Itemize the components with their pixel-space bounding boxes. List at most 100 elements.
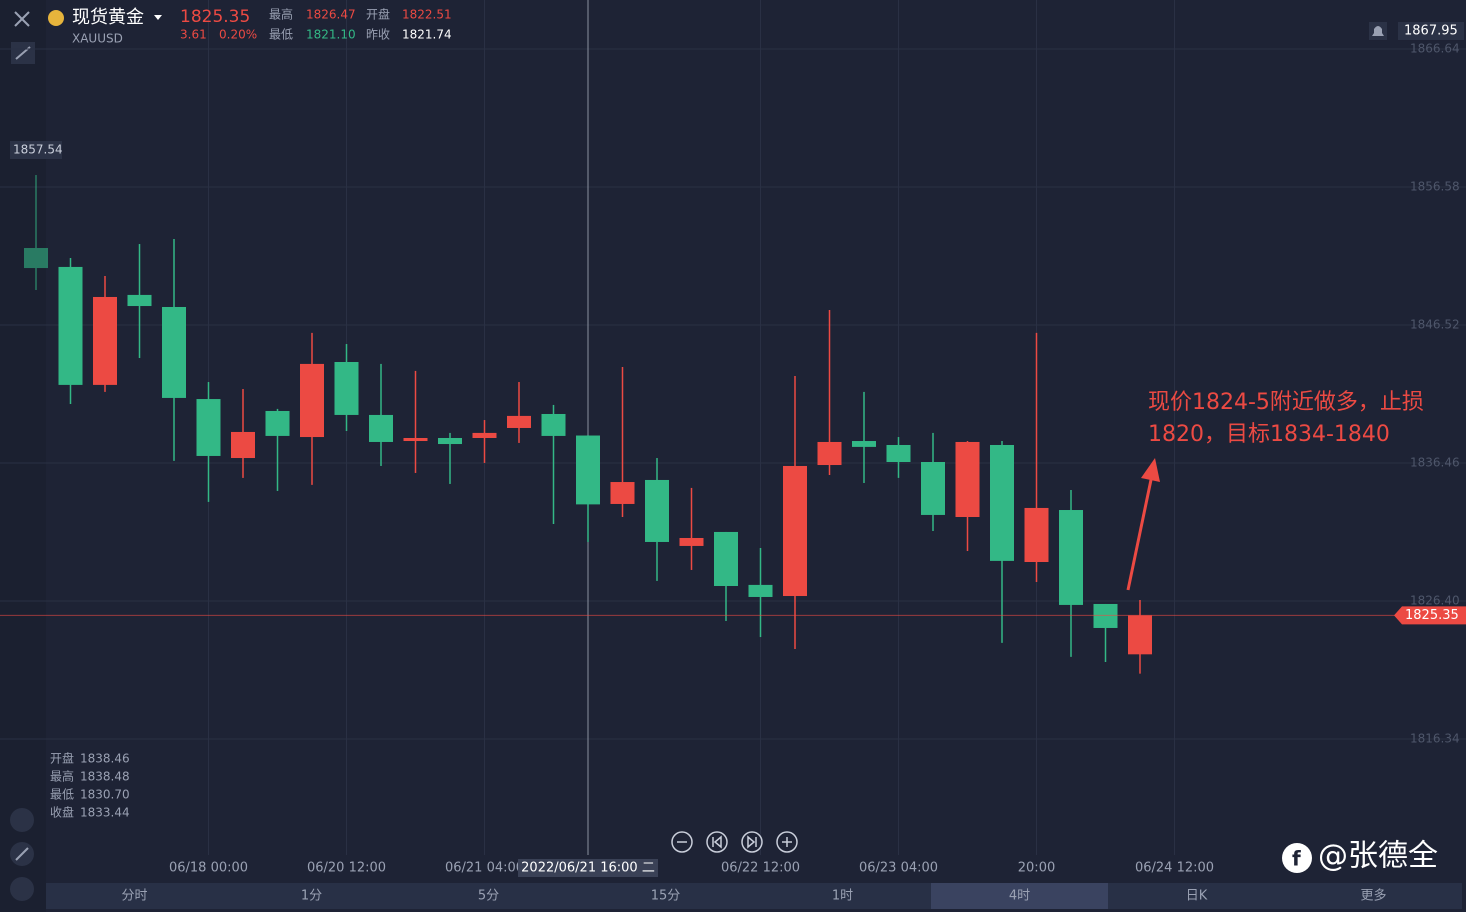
candle bbox=[852, 391, 876, 483]
candle-body bbox=[334, 361, 359, 415]
candle bbox=[127, 244, 152, 359]
instrument-name[interactable]: 现货黄金 bbox=[72, 7, 144, 28]
candle-body bbox=[852, 441, 876, 447]
watermark: @张德全 bbox=[1318, 839, 1438, 874]
x-tick-label: 20:00 bbox=[1018, 861, 1055, 876]
candle-body bbox=[196, 399, 221, 456]
candle-body bbox=[507, 415, 531, 428]
left-tag-box bbox=[10, 141, 62, 159]
tab-bar bbox=[46, 883, 1462, 909]
candle-body bbox=[610, 482, 635, 504]
candle-body bbox=[714, 531, 738, 587]
candle-body bbox=[783, 465, 807, 597]
candle-body bbox=[369, 414, 393, 442]
last-price-tag bbox=[1394, 606, 1466, 625]
candle-body bbox=[990, 444, 1014, 561]
candle bbox=[93, 275, 117, 392]
stat-value: 1822.51 bbox=[402, 8, 452, 22]
candle bbox=[231, 389, 255, 478]
candle bbox=[955, 441, 980, 552]
y-tick-label: 1826.40 bbox=[1410, 593, 1460, 607]
timeframe-tab[interactable]: 分时 bbox=[121, 889, 147, 904]
scroll-start[interactable] bbox=[706, 831, 728, 853]
y-tick-label: 1836.46 bbox=[1410, 455, 1460, 469]
timeframe-tab[interactable]: 日K bbox=[1186, 889, 1208, 904]
timeframe-tab[interactable]: 更多 bbox=[1360, 888, 1386, 904]
candle-body bbox=[472, 432, 497, 438]
candle-body bbox=[886, 444, 911, 462]
candle bbox=[369, 363, 393, 466]
candle bbox=[886, 437, 911, 478]
tabs: 分时 1分 5分 15分 1时 4时 日K 更多 bbox=[121, 883, 1387, 909]
gold-icon bbox=[48, 10, 64, 26]
stat-label: 昨收 bbox=[366, 28, 390, 42]
hover-value: 1838.48 bbox=[80, 770, 130, 784]
indicator-icon[interactable] bbox=[10, 877, 34, 901]
zoom-in[interactable] bbox=[776, 831, 798, 853]
candle-body bbox=[1128, 615, 1152, 655]
candle-body bbox=[162, 306, 186, 398]
timeframe-tab[interactable]: 15分 bbox=[651, 889, 681, 904]
x-tick-label: 06/24 12:00 bbox=[1135, 861, 1214, 876]
y-tick-label: 1856.58 bbox=[1410, 179, 1460, 193]
y-tick-label: 1846.52 bbox=[1410, 317, 1460, 331]
stat-value: 1821.10 bbox=[306, 28, 356, 42]
candle bbox=[1128, 599, 1152, 674]
plot: 1866.64 1856.58 1846.52 1836.46 1826.40 1816.… bbox=[0, 0, 1466, 877]
candle-body bbox=[748, 584, 773, 597]
candle bbox=[748, 548, 773, 638]
candle bbox=[679, 487, 704, 570]
stat-label: 开盘 bbox=[366, 7, 390, 22]
candle-body bbox=[403, 437, 428, 442]
stat-value: 1826.47 bbox=[306, 8, 356, 22]
candle bbox=[1024, 332, 1049, 583]
candle bbox=[58, 258, 83, 404]
x-tick-label: 06/18 00:00 bbox=[169, 861, 248, 876]
instrument-symbol: XAUUSD bbox=[72, 32, 123, 46]
candle-body bbox=[93, 296, 117, 385]
tab-active bbox=[931, 883, 1108, 909]
timeframe-tab[interactable]: 5分 bbox=[478, 889, 499, 904]
axis-tag-box bbox=[1398, 22, 1464, 41]
candle-body bbox=[541, 413, 566, 436]
x-tick-label: 06/23 04:00 bbox=[859, 861, 938, 876]
y-tick-label: 1866.64 bbox=[1410, 41, 1460, 55]
last-price: 1825.35 bbox=[180, 7, 250, 27]
close-icon[interactable] bbox=[14, 11, 30, 27]
timeframe-tab[interactable]: 1时 bbox=[832, 889, 853, 904]
candle bbox=[265, 408, 290, 491]
candle bbox=[541, 404, 566, 525]
candle bbox=[714, 531, 738, 621]
watermark-icon: f bbox=[1292, 847, 1301, 871]
candle-body bbox=[58, 266, 83, 385]
dropdown-arrow[interactable] bbox=[154, 15, 162, 20]
timeframe-tab[interactable]: 4时 bbox=[1009, 889, 1030, 904]
candle bbox=[1093, 603, 1118, 662]
stat-label: 最高 bbox=[269, 7, 293, 22]
annotation: 现价1824-5附近做多，止损 bbox=[1148, 390, 1424, 415]
candle-body bbox=[231, 431, 255, 459]
candle bbox=[196, 382, 221, 502]
candle bbox=[990, 441, 1014, 643]
draw-icon bbox=[15, 847, 29, 861]
timeframe-tab[interactable]: 1分 bbox=[301, 889, 322, 904]
candle-body bbox=[300, 363, 324, 438]
candle-body bbox=[645, 479, 669, 542]
price-change: 3.61 bbox=[180, 28, 207, 42]
scroll-end[interactable] bbox=[741, 831, 763, 853]
candle-body bbox=[1059, 510, 1083, 605]
tool-icon[interactable] bbox=[10, 808, 34, 832]
candle-body bbox=[576, 435, 600, 505]
candle-body bbox=[265, 410, 290, 436]
candle bbox=[1059, 489, 1083, 657]
candle bbox=[334, 344, 359, 431]
candle bbox=[403, 370, 428, 473]
zoom-out[interactable] bbox=[671, 831, 693, 853]
stat-value: 1821.74 bbox=[402, 28, 452, 42]
candle-body bbox=[127, 294, 152, 307]
candle-body bbox=[955, 441, 980, 518]
candle bbox=[438, 432, 462, 484]
candle-body bbox=[1024, 507, 1049, 562]
